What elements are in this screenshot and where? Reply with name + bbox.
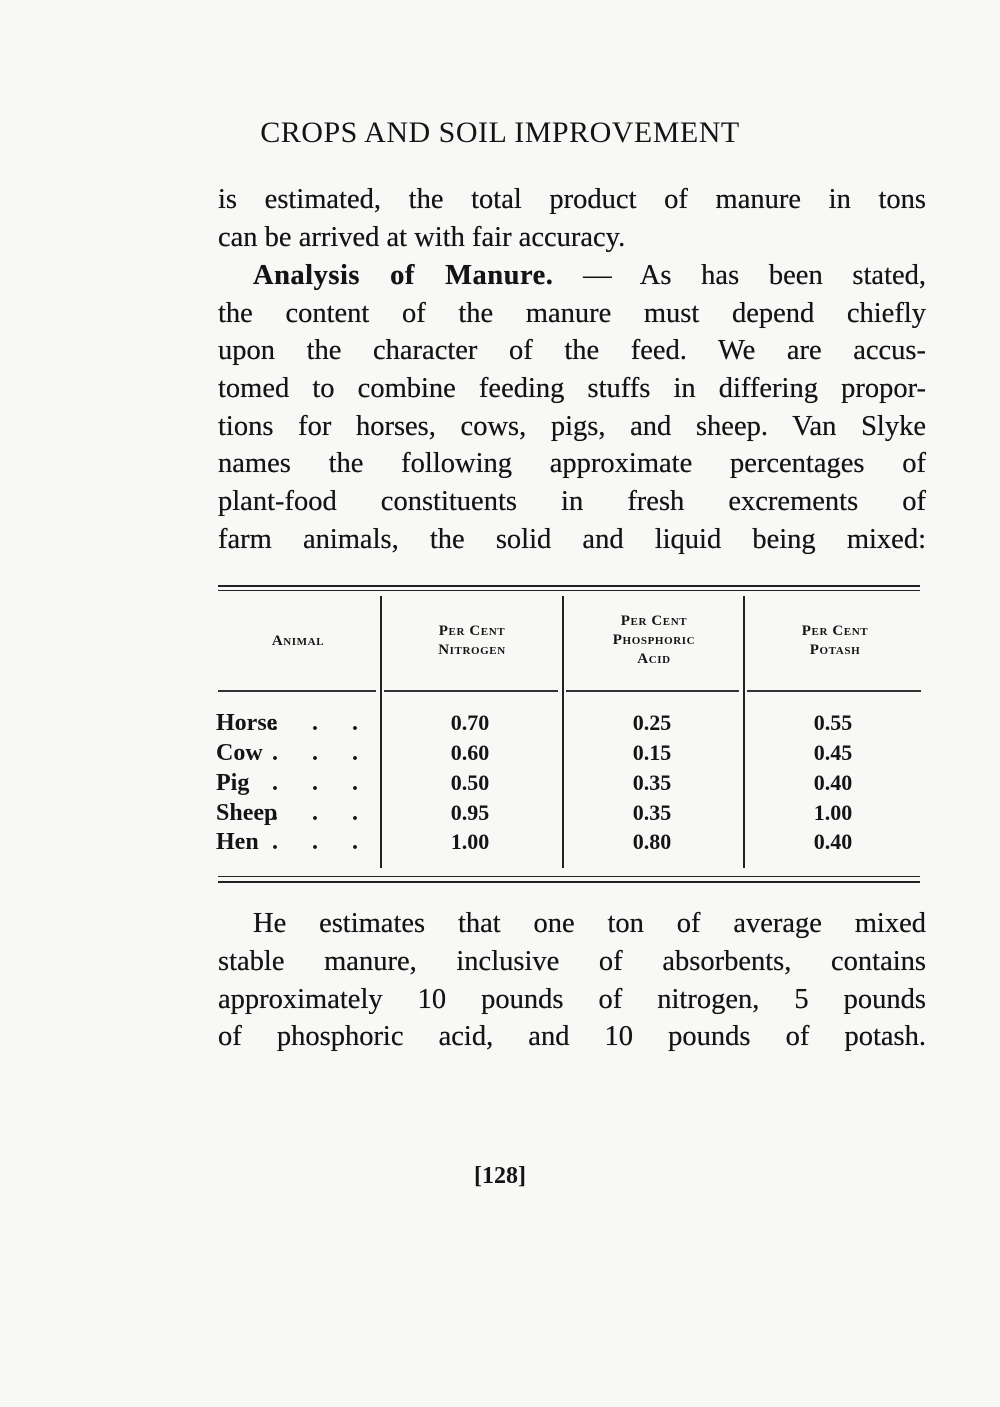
text-line: approximately 10 pounds of nitrogen, 5 p…: [218, 984, 926, 1015]
cell-nitrogen: 0.50: [450, 770, 490, 795]
animal-name: Hen: [216, 829, 259, 855]
cell-potash: 0.55: [813, 710, 853, 735]
text-line: tions for horses, cows, pigs, and sheep.…: [218, 411, 926, 442]
cell-potash: 1.00: [813, 800, 853, 825]
cell-animal: Sheep. . .: [216, 798, 376, 828]
text-line: Analysis of Manure. — As has been stated…: [253, 257, 926, 295]
text-line: tomed to combine feeding stuffs in diffe…: [218, 373, 926, 404]
table-top-rule: [218, 590, 920, 591]
cell-animal: Horse. . .: [216, 708, 376, 738]
cell-phosphoric-acid: 0.80: [632, 829, 672, 854]
text-line: upon the character of the feed. We are a…: [218, 335, 926, 366]
text-line: He estimates that one ton of average mix…: [253, 908, 926, 939]
text-line: plant-food constituents in fresh excreme…: [218, 486, 926, 517]
text-line: is estimated, the total product of manur…: [218, 184, 926, 215]
table-top-rule: [218, 585, 920, 587]
table-bottom-rule: [218, 876, 920, 877]
column-divider: [562, 596, 564, 868]
cell-potash: 0.40: [813, 770, 853, 795]
leader-dots: . . .: [272, 800, 372, 826]
header-rule: [747, 690, 921, 692]
text-line: of phosphoric acid, and 10 pounds of pot…: [218, 1021, 926, 1052]
column-header-nitrogen: Per Cent Nitrogen: [438, 623, 506, 658]
cell-phosphoric-acid: 0.25: [632, 710, 672, 735]
cell-potash: 0.40: [813, 829, 853, 854]
leader-dots: . . .: [272, 740, 372, 766]
text-line: names the following approximate percenta…: [218, 448, 926, 479]
cell-animal: Pig . . .: [216, 768, 376, 798]
text-line: farm animals, the solid and liquid being…: [218, 524, 926, 555]
cell-phosphoric-acid: 0.35: [632, 770, 672, 795]
animal-name: Pig: [216, 770, 250, 796]
column-divider: [380, 596, 382, 868]
header-rule: [384, 690, 558, 692]
text-fragment: — As has been stated,: [583, 260, 927, 291]
cell-nitrogen: 0.70: [450, 710, 490, 735]
header-rule: [218, 690, 376, 692]
animal-name: Cow: [216, 740, 263, 766]
column-header-animal: Animal: [271, 633, 325, 649]
section-heading: Analysis of Manure.: [253, 260, 554, 291]
column-header-potash: Per Cent Potash: [801, 623, 869, 658]
leader-dots: . . .: [272, 710, 372, 736]
column-header-phosphoric-acid: Per Cent Phosphoric Acid: [612, 613, 696, 667]
page-number: [128]: [474, 1163, 526, 1189]
cell-nitrogen: 0.60: [450, 740, 490, 765]
running-header: CROPS AND SOIL IMPROVEMENT: [260, 116, 740, 149]
cell-animal: Cow . . .: [216, 738, 376, 768]
text-line: stable manure, inclusive of absorbents, …: [218, 946, 926, 977]
cell-potash: 0.45: [813, 740, 853, 765]
column-divider: [743, 596, 745, 868]
header-rule: [566, 690, 739, 692]
text-line: the content of the manure must depend ch…: [218, 298, 926, 329]
leader-dots: . . .: [272, 770, 372, 796]
animal-name: Sheep: [216, 800, 278, 826]
cell-animal: Hen . . .: [216, 827, 376, 857]
table-bottom-rule: [218, 881, 920, 883]
cell-phosphoric-acid: 0.35: [632, 800, 672, 825]
leader-dots: . . .: [272, 829, 372, 855]
cell-nitrogen: 1.00: [450, 829, 490, 854]
animal-name: Horse: [216, 710, 278, 736]
cell-phosphoric-acid: 0.15: [632, 740, 672, 765]
cell-nitrogen: 0.95: [450, 800, 490, 825]
text-line: can be arrived at with fair accuracy.: [218, 222, 626, 253]
